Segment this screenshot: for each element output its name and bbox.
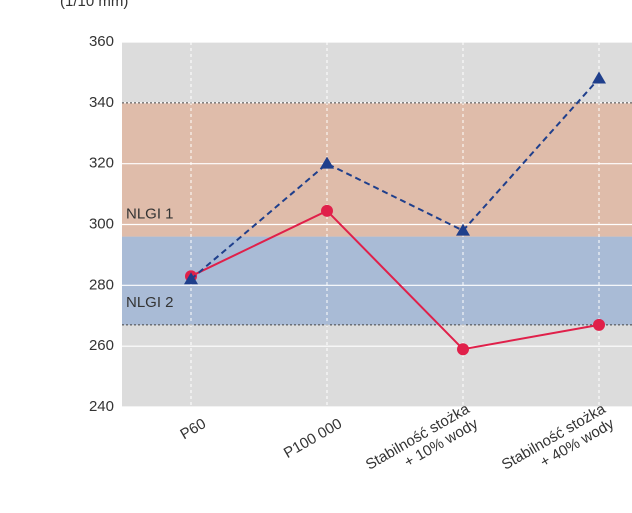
marker (321, 204, 333, 217)
y-tick-label: 280 (89, 276, 114, 293)
y-axis-label: (1/10 mm) (60, 0, 128, 10)
marker (592, 71, 606, 84)
y-tick-label: 240 (89, 398, 114, 415)
y-tick-label: 320 (89, 155, 114, 172)
band (122, 236, 632, 325)
marker (593, 318, 605, 331)
marker (184, 272, 198, 285)
x-tick-label: Stabilność stożka+ 40% wody (499, 400, 618, 473)
marker (457, 343, 469, 356)
series-line (190, 77, 600, 281)
band-label: NLGI 1 (126, 206, 174, 223)
band (122, 102, 632, 237)
x-tick-label: P100 000 (281, 415, 345, 462)
x-tick-label-line: P100 000 (281, 415, 345, 462)
marker (320, 156, 334, 169)
x-tick-label: P60 (177, 415, 209, 443)
y-tick-label: 340 (89, 94, 114, 111)
marker (456, 223, 470, 236)
x-tick-label-line: P60 (177, 415, 209, 443)
y-tick-label: 360 (89, 33, 114, 50)
y-tick-label: 300 (89, 215, 114, 232)
y-tick-label: 260 (89, 337, 114, 354)
series-line (190, 209, 600, 351)
band-label: NLGI 2 (126, 294, 174, 311)
x-tick-label: Stabilność stożka+ 10% wody (363, 400, 482, 473)
